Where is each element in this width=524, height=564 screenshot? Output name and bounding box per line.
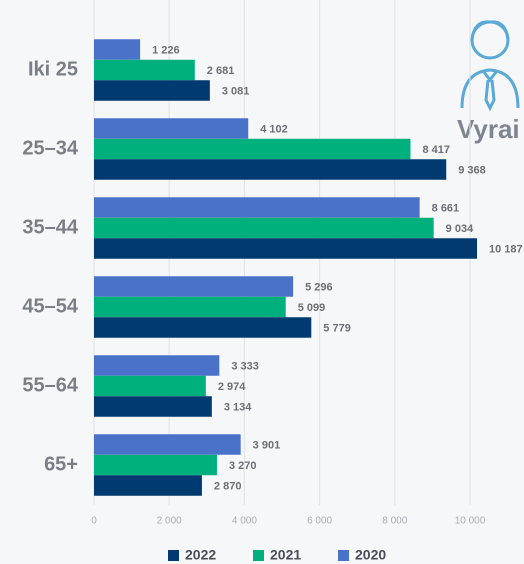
category-label: 45–54 bbox=[22, 295, 78, 317]
value-label: 1 226 bbox=[152, 44, 180, 56]
bar bbox=[94, 238, 478, 259]
value-label: 5 099 bbox=[298, 302, 326, 314]
legend-swatch bbox=[168, 550, 179, 561]
annotation: Vyrai bbox=[457, 114, 520, 144]
value-label: 10 187 bbox=[489, 243, 523, 255]
x-tick-label: 6 000 bbox=[307, 516, 332, 527]
bar bbox=[94, 159, 447, 180]
value-label: 2 870 bbox=[214, 480, 242, 492]
value-label: 5 779 bbox=[323, 322, 351, 334]
person-icon bbox=[460, 20, 520, 112]
value-label: 5 296 bbox=[305, 281, 333, 293]
legend-swatch bbox=[253, 550, 264, 561]
category-label: 55–64 bbox=[22, 374, 78, 396]
value-label: 3 270 bbox=[229, 460, 257, 472]
x-tick-label: 8 000 bbox=[382, 516, 407, 527]
bar bbox=[94, 296, 286, 318]
value-label: 3 081 bbox=[222, 85, 250, 97]
bar bbox=[94, 138, 411, 160]
bar bbox=[94, 217, 434, 239]
bar bbox=[94, 317, 312, 338]
bar bbox=[94, 355, 220, 376]
category-label: 65+ bbox=[44, 453, 78, 475]
bar bbox=[94, 276, 294, 297]
value-label: 2 974 bbox=[218, 381, 246, 393]
legend-label: 2021 bbox=[270, 547, 301, 563]
bar bbox=[94, 454, 217, 476]
value-label: 9 034 bbox=[446, 223, 474, 235]
value-label: 3 134 bbox=[224, 401, 252, 413]
legend-label: 2022 bbox=[185, 547, 216, 563]
value-label: 3 333 bbox=[231, 360, 259, 372]
category-label: 35–44 bbox=[22, 216, 78, 238]
bar bbox=[94, 375, 206, 397]
x-tick-label: 10 000 bbox=[455, 516, 486, 527]
value-label: 3 901 bbox=[253, 439, 281, 451]
bar bbox=[94, 197, 420, 218]
x-tick-label: 2 000 bbox=[157, 516, 182, 527]
legend-swatch bbox=[338, 550, 349, 561]
bar bbox=[94, 59, 195, 81]
bar bbox=[94, 434, 241, 455]
value-label: 9 368 bbox=[458, 164, 486, 176]
x-tick-label: 4 000 bbox=[232, 516, 257, 527]
bar bbox=[94, 118, 249, 139]
bar bbox=[94, 396, 212, 417]
legend-label: 2020 bbox=[355, 547, 386, 563]
category-label: 25–34 bbox=[22, 137, 78, 159]
bar bbox=[94, 475, 202, 496]
bar bbox=[94, 80, 210, 101]
value-label: 8 661 bbox=[432, 202, 460, 214]
value-label: 2 681 bbox=[207, 65, 235, 77]
x-tick-label: 0 bbox=[91, 516, 97, 527]
bar bbox=[94, 39, 141, 60]
value-label: 8 417 bbox=[422, 144, 450, 156]
category-label: Iki 25 bbox=[28, 58, 78, 80]
value-label: 4 102 bbox=[260, 123, 288, 135]
